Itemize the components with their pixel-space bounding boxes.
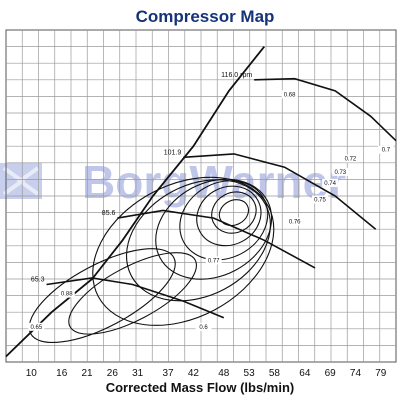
efficiency-island xyxy=(218,199,250,227)
x-tick-label: 79 xyxy=(375,368,387,379)
speed-line-label: 85.6 xyxy=(102,210,116,217)
x-tick-label: 58 xyxy=(269,368,281,379)
efficiency-island xyxy=(92,176,275,326)
annotation-label: 0.77 xyxy=(208,258,220,264)
annotation-bg xyxy=(281,90,298,99)
annotation-label: 0.6 xyxy=(199,325,208,331)
speed-line-label: 65.3 xyxy=(31,277,45,284)
x-tick-label: 26 xyxy=(107,368,119,379)
grid xyxy=(5,29,397,363)
annotation-label: 0.7 xyxy=(382,148,391,154)
speed-line xyxy=(117,209,316,269)
x-tick-label: 69 xyxy=(325,368,337,379)
chart-title: Compressor Map xyxy=(136,7,275,26)
efficiency-island xyxy=(155,178,273,280)
x-tick-label: 37 xyxy=(163,368,175,379)
annotation-bg xyxy=(286,217,303,226)
watermark: BorgWarner xyxy=(0,156,346,208)
annotation-label: 0.72 xyxy=(345,157,357,163)
x-tick-label: 53 xyxy=(244,368,256,379)
x-tick-label: 10 xyxy=(26,368,38,379)
x-tick-label: 21 xyxy=(81,368,93,379)
annotation-bg xyxy=(205,256,222,265)
x-tick-label: 31 xyxy=(132,368,144,379)
speed-line xyxy=(46,277,225,319)
speed-line xyxy=(254,77,397,142)
watermark-text: BorgWarner xyxy=(82,156,346,208)
efficiency-island xyxy=(125,179,271,302)
annotation-bg xyxy=(377,145,394,154)
x-axis-label: Corrected Mass Flow (lbs/min) xyxy=(106,380,295,395)
annotation-bg xyxy=(322,178,339,187)
annotation-label: 0.75 xyxy=(314,198,326,204)
x-tick-label: 48 xyxy=(218,368,230,379)
speed-line-label: 116.0 rpm xyxy=(221,72,252,79)
efficiency-island xyxy=(179,180,269,261)
annotation-label: 0.68 xyxy=(284,92,296,98)
x-tick-label: 42 xyxy=(188,368,200,379)
surge-line xyxy=(5,46,266,358)
surge-line-group xyxy=(5,46,266,358)
efficiency-island xyxy=(211,191,257,234)
annotation-label: 0.76 xyxy=(289,220,301,226)
efficiency-island xyxy=(68,252,198,335)
annotation-label: 0.74 xyxy=(324,181,336,187)
speed-line-label: 101.9 xyxy=(164,149,182,156)
x-tick-labels: 10 16 21 26 31 37 42 48 53 58 64 69 74 79 xyxy=(26,368,387,379)
x-tick-label: 64 xyxy=(299,368,311,379)
annotation-label: 0.65 xyxy=(31,325,43,331)
annotation-bg xyxy=(332,167,349,176)
efficiency-islands xyxy=(28,176,275,344)
annotation-bg xyxy=(195,322,212,331)
borgwarner-logo-icon xyxy=(0,163,42,199)
annotation-bg xyxy=(342,154,359,163)
annotation-label: 0.73 xyxy=(334,170,346,176)
annotation-bg xyxy=(312,195,329,204)
annotation-bg xyxy=(58,289,75,298)
x-tick-label: 16 xyxy=(56,368,68,379)
speed-lines: 65.3 85.6 101.9 116.0 rpm xyxy=(31,72,397,319)
x-tick-label: 74 xyxy=(350,368,362,379)
speed-line xyxy=(183,153,377,230)
annotation-label: 0.88 xyxy=(61,292,73,298)
efficiency-island xyxy=(196,185,262,247)
annotation-bg xyxy=(28,322,45,331)
annotations: 0.68 0.7 0.72 0.73 0.74 0.75 0.76 0.77 0.88 0.65 0… xyxy=(28,90,394,331)
